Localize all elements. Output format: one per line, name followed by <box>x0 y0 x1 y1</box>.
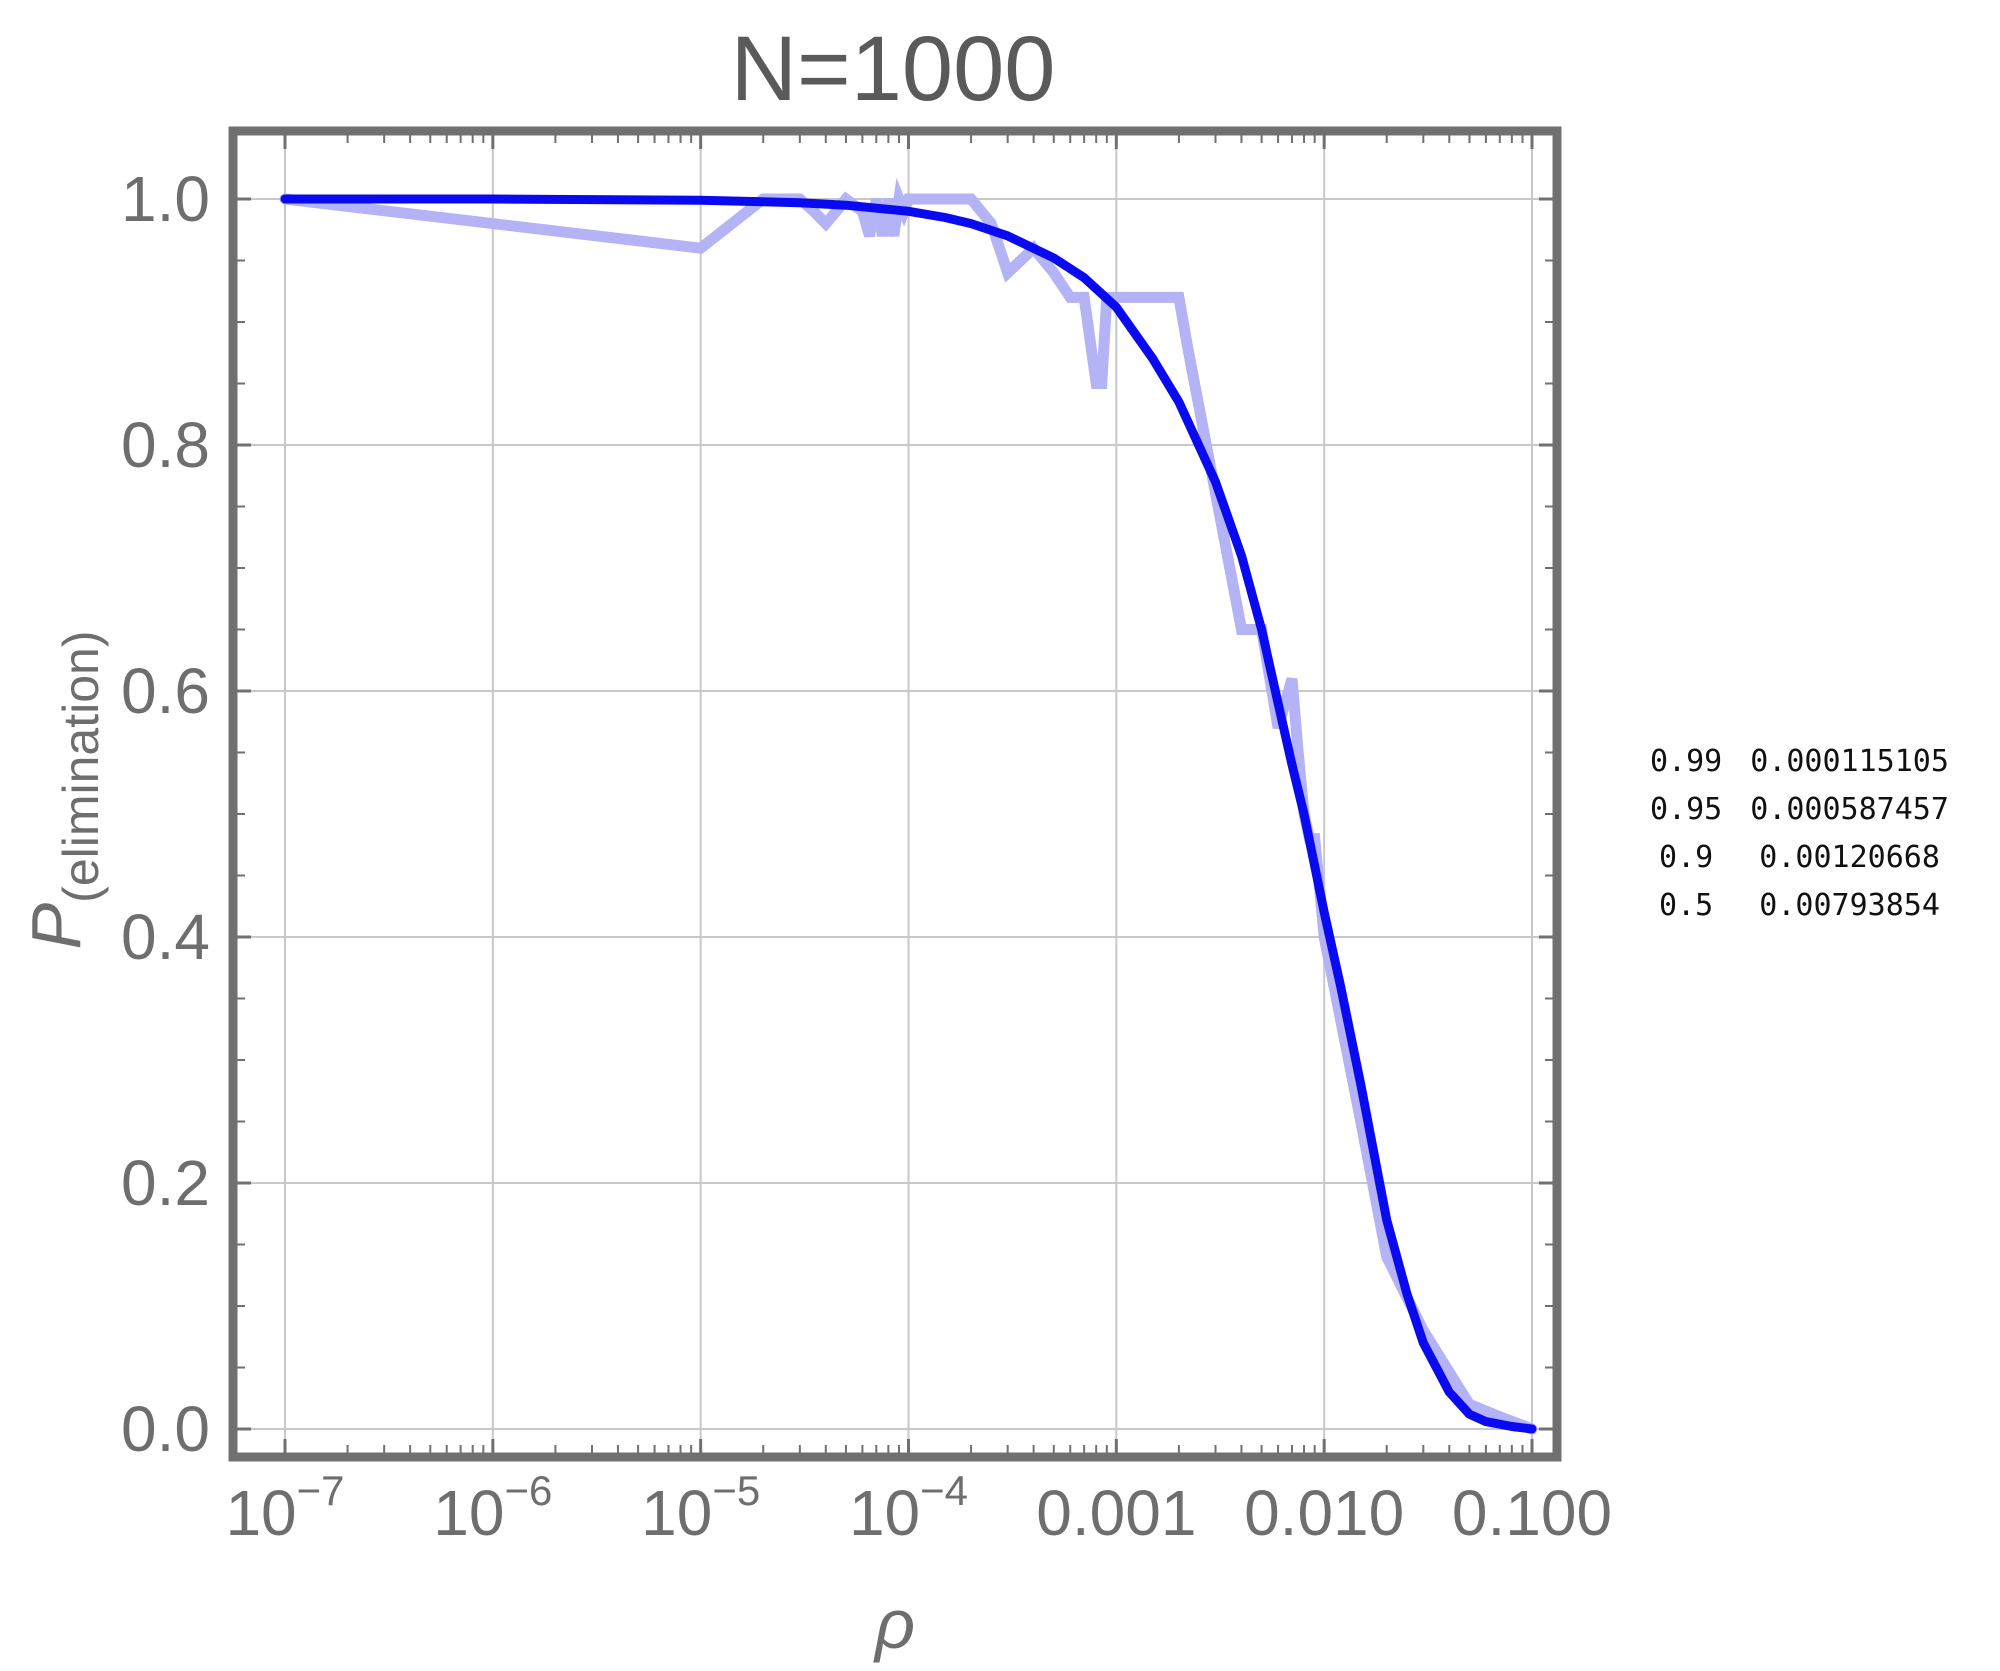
minor-ticks <box>237 135 1553 1453</box>
y-tick-label: 1.0 <box>121 163 210 235</box>
rho-cell: 0.00120668 <box>1759 840 1940 875</box>
threshold-table: 0.99 0.000115105 0.95 0.000587457 0.9 0.00120… <box>1636 738 1963 930</box>
x-tick-labels: 10−7 10−6 10−5 10−4 0.001 0.010 0.100 <box>225 1467 1612 1549</box>
y-tick-label: 0.2 <box>121 1147 210 1219</box>
x-axis-label: ρ <box>873 1585 915 1663</box>
y-tick-label: 0.0 <box>121 1393 210 1465</box>
grid-lines <box>237 135 1553 1453</box>
series-layer <box>279 177 1538 1435</box>
x-tick-label: 0.001 <box>1036 1477 1196 1549</box>
x-tick-label: 0.100 <box>1452 1477 1612 1549</box>
rho-cell: 0.000587457 <box>1750 792 1949 827</box>
threshold-row: 0.5 0.00793854 <box>1636 882 1963 930</box>
fit-curve-line <box>280 194 1537 1434</box>
y-tick-labels: 0.0 0.2 0.4 0.6 0.8 1.0 <box>121 163 210 1465</box>
x-tick-label: 0.010 <box>1244 1477 1404 1549</box>
y-axis-label: P(elimination) <box>17 630 109 949</box>
x-tick-label: 10−4 <box>849 1467 968 1549</box>
threshold-row: 0.99 0.000115105 <box>1636 738 1963 786</box>
y-tick-label: 0.4 <box>121 901 210 973</box>
y-axis-label-sub: (elimination) <box>53 630 109 902</box>
probability-cell: 0.95 <box>1650 792 1723 827</box>
rho-cell: 0.000115105 <box>1750 744 1949 779</box>
x-tick-label: 10−6 <box>433 1467 552 1549</box>
chart-title: N=1000 <box>731 18 1056 120</box>
plot-frame <box>228 126 1562 1462</box>
x-tick-label: 10−7 <box>225 1467 344 1549</box>
y-tick-label: 0.8 <box>121 409 210 481</box>
probability-cell: 0.5 <box>1659 888 1714 923</box>
y-tick-label: 0.6 <box>121 655 210 727</box>
rho-cell: 0.00793854 <box>1759 888 1940 923</box>
threshold-row: 0.9 0.00120668 <box>1636 834 1963 882</box>
probability-cell: 0.99 <box>1650 744 1723 779</box>
x-tick-label: 10−5 <box>641 1467 760 1549</box>
probability-cell: 0.9 <box>1659 840 1714 875</box>
threshold-row: 0.95 0.000587457 <box>1636 786 1963 834</box>
y-axis-label-main: P <box>17 903 95 950</box>
